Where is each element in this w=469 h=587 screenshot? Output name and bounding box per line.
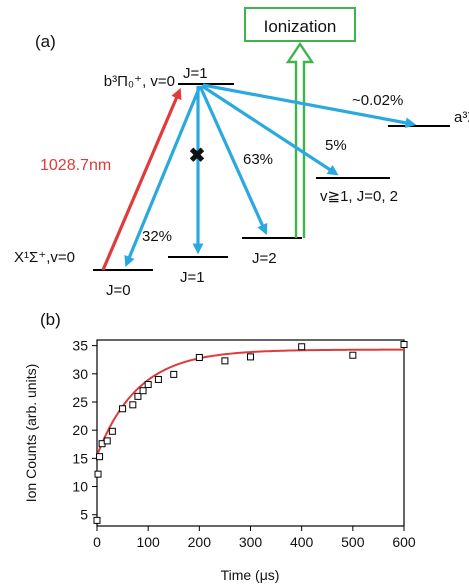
branch-triplet-label: ~0.02% [352,92,403,109]
branch-j0-label: 32% [142,228,172,245]
x-tick-label: 300 [239,534,263,550]
decay-arrow-vib [201,84,339,176]
decay-arrow-triplet [202,83,417,129]
data-point [195,353,203,361]
data-points-layer [93,341,408,524]
data-point [119,405,127,413]
triplet-state-label: a³Σ⁺ [454,109,469,126]
x-tick-label: 200 [188,534,212,550]
x-axis-ticks: 0 100 200 300 400 500 600 [93,526,416,550]
y-tick-label: 30 [72,366,88,382]
y-axis-ticks: 5 10 15 20 25 30 35 [72,338,97,523]
ionization-label: Ionization [264,17,337,36]
x-axis-label: Time (μs) [221,567,280,583]
y-tick-label: 25 [72,394,88,410]
branch-vib-label: 5% [325,137,347,154]
x-tick-label: 400 [290,534,314,550]
x-tick-label: 0 [93,534,101,550]
x-tick-label: 600 [392,534,416,550]
data-point [108,427,116,435]
ground-j0-label: J=0 [106,282,131,299]
data-point [349,351,357,359]
y-axis-label: Ion Counts (arb. units) [23,364,39,503]
x-tick-label: 500 [341,534,365,550]
branch-j2-label: 63% [243,151,273,168]
vib-levels-label: v≧1, J=0, 2 [320,188,398,205]
ground-j1-label: J=1 [180,269,205,286]
ground-j2-label: J=2 [252,250,277,267]
x-tick-label: 100 [136,534,160,550]
laser-wavelength-label: 1028.7nm [40,157,111,174]
data-point [94,470,102,478]
y-tick-label: 5 [80,507,88,523]
laser-excitation-arrow [101,87,182,271]
data-point [170,370,178,378]
ion-counts-plot: (b) 0 100 200 300 400 500 600 5 10 15 20 25 30 35 Ti… [23,310,416,583]
panel-b-label: (b) [40,310,61,329]
excited-state-label: b³Π₀⁺, v=0 [104,73,175,90]
data-point [134,392,142,400]
panel-a-label: (a) [35,32,56,51]
energy-level-diagram: (a) Ionization ✖ J=1 b³Π₀⁺, v=0 X¹Σ⁺,v=0… [14,7,469,299]
data-point [93,516,101,524]
fit-curve-layer [96,348,404,456]
decay-arrow-j2 [198,85,268,235]
ionization-box [244,7,356,42]
y-tick-label: 10 [72,479,88,495]
ground-state-label: X¹Σ⁺,v=0 [14,249,75,266]
data-point [298,343,306,351]
data-point [96,453,104,461]
plot-frame [96,339,405,527]
excited-j-label: J=1 [183,65,208,82]
data-point [129,401,137,409]
forbidden-mark-icon: ✖ [189,145,206,167]
y-tick-label: 20 [72,422,88,438]
fit-curve [96,348,404,456]
data-point [221,357,229,365]
data-point [144,381,152,389]
ionization-arrow [285,41,315,238]
data-point [247,353,254,361]
y-tick-label: 35 [72,338,88,354]
data-point [400,341,408,349]
data-point [139,387,147,395]
data-point [154,375,162,383]
decay-arrow-j0 [124,85,202,268]
data-point [103,437,111,445]
y-tick-label: 15 [72,450,88,466]
